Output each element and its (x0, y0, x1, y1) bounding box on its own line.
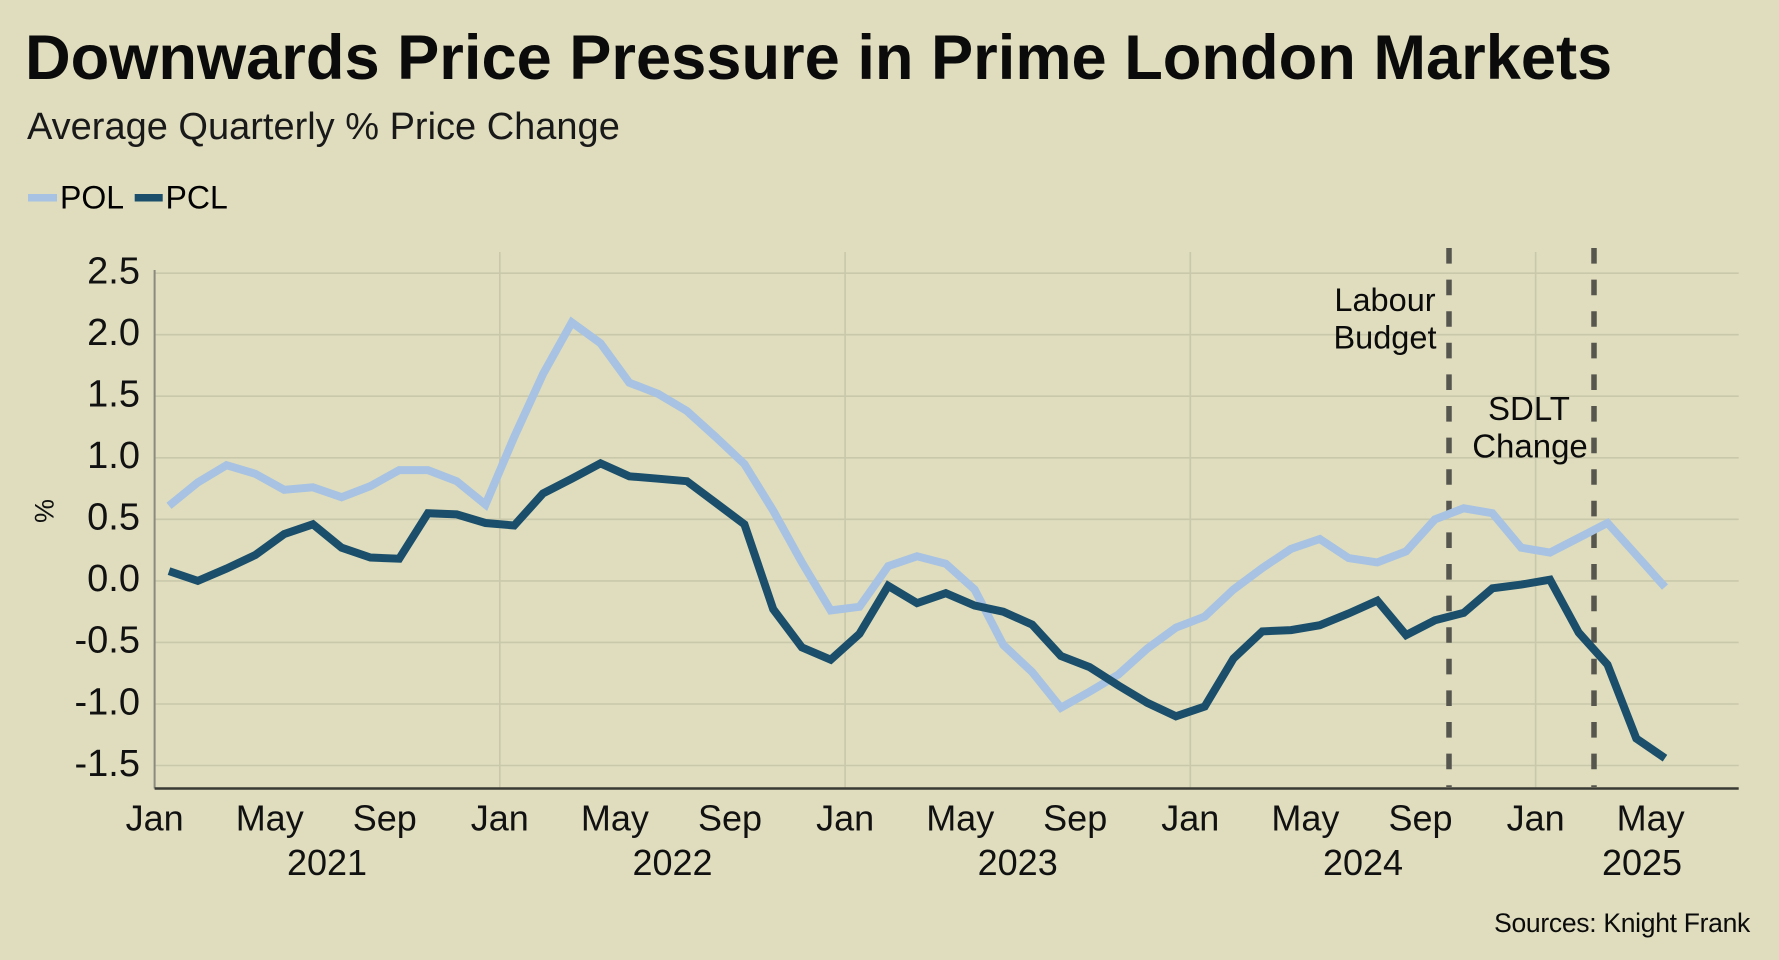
svg-text:2022: 2022 (632, 842, 712, 883)
svg-text:1.0: 1.0 (87, 435, 140, 477)
svg-text:2024: 2024 (1323, 842, 1403, 883)
svg-text:PCL: PCL (166, 180, 228, 216)
svg-text:Jan: Jan (1507, 798, 1565, 839)
svg-text:0.0: 0.0 (87, 558, 140, 600)
svg-text:Labour: Labour (1334, 282, 1435, 318)
svg-text:Downwards Price Pressure in Pr: Downwards Price Pressure in Prime London… (25, 23, 1612, 93)
svg-text:0.5: 0.5 (87, 497, 140, 539)
svg-text:POL: POL (60, 180, 124, 216)
svg-text:1.5: 1.5 (87, 374, 140, 416)
svg-text:May: May (1617, 798, 1685, 839)
svg-text:Sep: Sep (1388, 798, 1452, 839)
svg-text:Average Quarterly % Price Chan: Average Quarterly % Price Change (27, 106, 620, 148)
svg-text:Sep: Sep (1043, 798, 1107, 839)
svg-text:May: May (236, 798, 304, 839)
svg-text:Jan: Jan (126, 798, 184, 839)
svg-text:Sep: Sep (353, 798, 417, 839)
svg-text:Jan: Jan (816, 798, 874, 839)
svg-text:2023: 2023 (978, 842, 1058, 883)
svg-text:SDLT: SDLT (1488, 390, 1570, 427)
svg-text:Change: Change (1472, 427, 1588, 464)
svg-text:Sources: Knight Frank: Sources: Knight Frank (1494, 908, 1751, 938)
svg-text:2025: 2025 (1602, 842, 1682, 883)
svg-text:2.5: 2.5 (87, 251, 140, 293)
svg-text:-0.5: -0.5 (75, 620, 140, 662)
svg-text:-1.0: -1.0 (75, 681, 140, 723)
svg-text:Jan: Jan (471, 798, 529, 839)
svg-text:-1.5: -1.5 (75, 743, 140, 785)
svg-text:May: May (581, 798, 649, 839)
svg-text:Jan: Jan (1161, 798, 1219, 839)
svg-text:Budget: Budget (1333, 320, 1436, 356)
svg-text:May: May (1271, 798, 1339, 839)
svg-text:2021: 2021 (287, 842, 367, 883)
svg-text:2.0: 2.0 (87, 312, 140, 354)
svg-text:Sep: Sep (698, 798, 762, 839)
svg-text:May: May (926, 798, 994, 839)
svg-text:%: % (30, 499, 60, 523)
